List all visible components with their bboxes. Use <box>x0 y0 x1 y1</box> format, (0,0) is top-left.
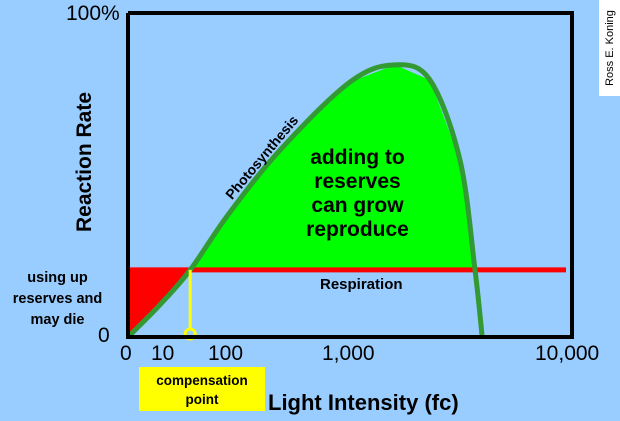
x-tick-10000: 10,000 <box>535 342 600 365</box>
deficit-annotation: using up reserves and may die <box>0 268 115 331</box>
surplus-line: reserves <box>314 170 401 193</box>
surplus-line: adding to <box>310 146 405 169</box>
respiration-label: Respiration <box>320 276 403 293</box>
plot-frame <box>126 11 574 339</box>
y-tick-100: 100% <box>66 2 120 25</box>
deficit-line: may die <box>30 312 85 328</box>
compensation-line-1: compensation <box>156 373 248 388</box>
x-axis-label: Light Intensity (fc) <box>268 390 459 415</box>
compensation-point-label: compensation point <box>139 367 265 411</box>
x-tick-10: 10 <box>151 342 175 365</box>
surplus-line: reproduce <box>306 218 409 241</box>
deficit-line: reserves and <box>12 291 103 307</box>
x-tick-100: 100 <box>208 342 244 365</box>
y-tick-0: 0 <box>98 324 110 347</box>
deficit-line: using up <box>27 270 88 286</box>
surplus-annotation: adding to reserves can grow reproduce <box>285 146 430 242</box>
x-tick-0: 0 <box>120 342 132 365</box>
credit-text: Ross E. Koning <box>603 10 616 86</box>
y-axis-label: Reaction Rate <box>73 91 96 233</box>
surplus-line: can grow <box>311 194 404 217</box>
surplus-area <box>190 64 476 270</box>
x-tick-1000: 1,000 <box>322 342 375 365</box>
credit-box: Ross E. Koning <box>599 0 620 96</box>
compensation-line-2: point <box>185 392 219 407</box>
photosynthesis-curve <box>126 62 485 339</box>
